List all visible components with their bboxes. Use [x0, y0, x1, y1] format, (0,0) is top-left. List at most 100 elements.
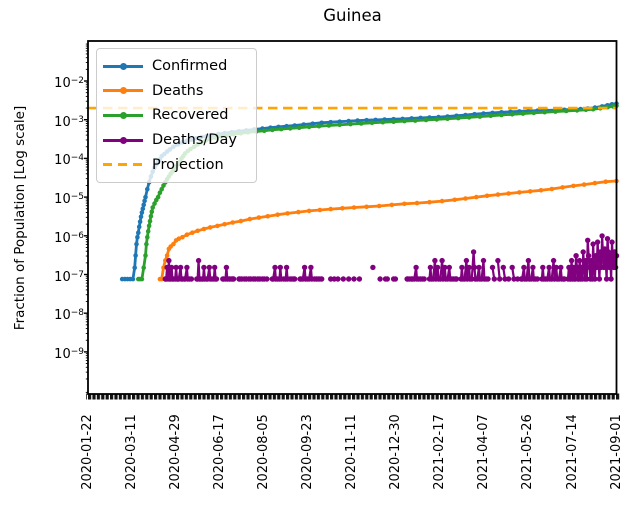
legend: Confirmed Deaths Recovered Deaths/Day Projec…	[96, 48, 257, 183]
series-marker	[184, 232, 190, 237]
series-marker	[143, 194, 148, 200]
x-tick-label: 2021-09-01	[608, 414, 624, 490]
series-marker	[139, 276, 145, 282]
deaths-per-day-marker	[602, 246, 608, 252]
series-marker	[247, 216, 253, 222]
series-marker	[136, 224, 142, 230]
series-marker	[265, 214, 271, 219]
deaths-per-day-marker	[603, 257, 609, 264]
deaths-per-day-marker	[500, 264, 506, 271]
deaths-per-day-marker	[550, 257, 557, 264]
series-marker	[176, 236, 182, 241]
deaths-per-day-marker	[534, 276, 541, 282]
series-marker	[527, 189, 533, 194]
deaths-per-day-marker	[480, 257, 487, 264]
series-marker	[517, 190, 522, 195]
plot-title: Guinea	[323, 6, 382, 25]
series-marker	[463, 196, 468, 201]
series-marker	[310, 121, 316, 126]
deaths-per-day-marker	[223, 264, 230, 271]
deaths-per-day-marker	[212, 264, 218, 271]
deaths-per-day-marker	[574, 264, 580, 271]
deaths-per-day-marker	[301, 264, 308, 271]
series-marker	[481, 111, 486, 116]
series-marker	[412, 118, 418, 123]
deaths-per-day-marker	[466, 264, 472, 271]
series-marker	[402, 118, 407, 124]
series-marker	[296, 125, 302, 130]
deaths-per-day-marker	[459, 264, 465, 271]
series-marker	[463, 112, 468, 118]
series-marker	[146, 223, 152, 229]
series-marker	[141, 202, 146, 208]
series-marker	[439, 198, 445, 204]
series-marker	[147, 218, 153, 224]
line-marker-sample	[103, 62, 143, 70]
deaths-per-day-marker	[592, 276, 598, 282]
series-marker	[434, 117, 440, 122]
series-marker	[337, 122, 343, 128]
series-marker	[506, 191, 511, 196]
series-marker	[142, 198, 147, 204]
y-tick-label: 10−3	[54, 114, 84, 130]
series-marker	[402, 201, 407, 207]
deaths-per-day-marker	[525, 257, 532, 264]
series-marker	[306, 208, 312, 214]
deaths-per-day-marker	[319, 276, 325, 282]
series-marker	[380, 119, 386, 125]
series-marker	[278, 126, 284, 132]
series-marker	[148, 214, 154, 219]
deaths-per-day-marker	[195, 257, 202, 264]
deaths-per-day-marker	[540, 264, 546, 271]
series-marker	[157, 190, 163, 195]
deaths-per-day-marker	[335, 276, 341, 282]
line-marker-sample	[103, 87, 143, 95]
deaths-per-day-marker	[509, 264, 515, 271]
series-marker	[130, 276, 136, 282]
series-marker	[159, 186, 164, 192]
series-marker	[138, 214, 144, 220]
series-marker	[190, 230, 195, 235]
series-marker	[581, 182, 587, 187]
series-marker	[222, 221, 227, 227]
x-tick-label: 2020-09-23	[300, 414, 316, 490]
deaths-per-day-marker	[495, 257, 501, 264]
deaths-per-day-marker	[485, 276, 491, 282]
legend-label: Projection	[152, 156, 224, 173]
legend-item-projection: Projection	[103, 152, 248, 177]
deaths-per-day-marker	[585, 237, 591, 243]
deaths-per-day-marker	[491, 276, 497, 282]
series-marker	[340, 206, 345, 211]
series-marker	[139, 210, 145, 215]
deaths-per-day-marker	[497, 276, 503, 282]
series-marker	[358, 121, 364, 126]
x-tick-label: 2021-04-07	[476, 414, 492, 490]
series-marker	[456, 115, 461, 121]
deaths-per-day-marker	[413, 264, 419, 271]
series-marker	[326, 123, 332, 128]
x-tick-label: 2020-03-11	[124, 414, 139, 490]
x-tick-label: 2021-02-17	[432, 414, 448, 490]
series-marker	[389, 202, 395, 208]
series-marker	[560, 185, 565, 190]
deaths-per-day-marker	[603, 276, 610, 282]
series-marker	[137, 219, 143, 225]
series-marker	[152, 201, 157, 206]
deaths-per-day-marker	[566, 264, 572, 271]
deaths-per-day-marker	[588, 257, 594, 264]
series-marker	[355, 118, 360, 123]
series-marker	[135, 234, 140, 240]
deaths-per-day-marker	[177, 264, 184, 271]
deaths-per-day-marker	[463, 257, 470, 264]
line-marker-sample	[103, 136, 143, 144]
y-tick-label: 10−7	[54, 269, 84, 285]
series-marker	[466, 115, 472, 120]
deaths-per-day-marker	[230, 276, 237, 282]
series-marker	[171, 241, 176, 247]
deaths-per-day-marker	[164, 264, 170, 271]
dashed-line-sample	[103, 163, 143, 167]
deaths-per-day-marker	[453, 276, 460, 282]
series-marker	[207, 225, 213, 230]
series-marker	[488, 113, 494, 119]
deaths-per-day-stem	[482, 260, 486, 280]
